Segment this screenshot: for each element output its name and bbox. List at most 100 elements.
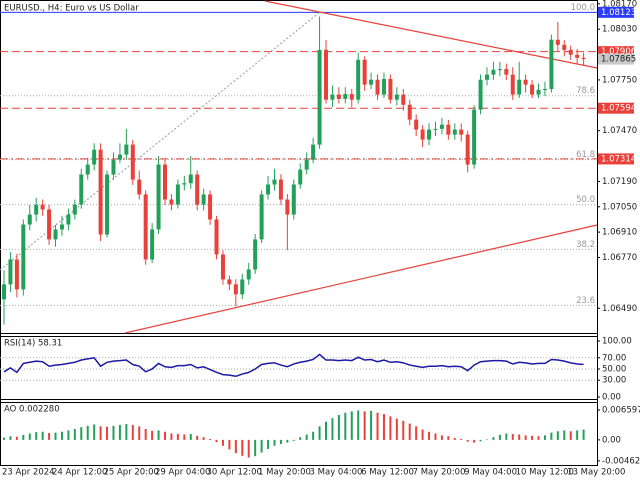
candle-body bbox=[375, 79, 380, 95]
price-label-box bbox=[598, 153, 634, 165]
trend-lines bbox=[0, 0, 598, 334]
ao-bar bbox=[170, 433, 173, 440]
candle-body bbox=[562, 44, 567, 50]
candle-body bbox=[452, 129, 457, 135]
ao-bar bbox=[164, 431, 166, 440]
ao-bar bbox=[325, 421, 327, 440]
candle-body bbox=[336, 94, 341, 99]
candle-body bbox=[111, 159, 116, 175]
ao-bar bbox=[279, 439, 282, 444]
ao-bar bbox=[48, 433, 51, 440]
ao-bar bbox=[80, 427, 83, 440]
y-tick-label: 100.00 bbox=[602, 337, 632, 347]
candle-body bbox=[388, 79, 393, 100]
ao-bar bbox=[22, 434, 25, 440]
candle-body bbox=[381, 79, 386, 95]
y-tick-label: 1.08170 bbox=[602, 0, 637, 9]
ao-bar bbox=[86, 425, 89, 440]
ao-bar bbox=[305, 434, 308, 440]
fibonacci-baseline bbox=[0, 11, 321, 271]
ao-bar bbox=[550, 432, 553, 440]
candle-body bbox=[214, 219, 219, 255]
x-tick-label: 7 May 20:00 bbox=[413, 468, 466, 478]
y-tick-label: 0.00 bbox=[602, 435, 621, 445]
ao-bar bbox=[569, 431, 572, 440]
ao-bar bbox=[15, 436, 18, 440]
candle-body bbox=[47, 209, 52, 240]
ao-bar bbox=[402, 420, 405, 440]
ao-bar bbox=[350, 411, 353, 440]
price-label: 1.08123 bbox=[601, 8, 636, 18]
candle-body bbox=[124, 144, 129, 155]
ao-bar bbox=[576, 430, 579, 440]
candle-body bbox=[497, 69, 502, 71]
candle-body bbox=[362, 59, 367, 85]
candle-body bbox=[555, 39, 560, 45]
candle-body bbox=[491, 69, 496, 75]
candle-body bbox=[517, 79, 522, 95]
candle-body bbox=[27, 214, 32, 225]
y-tick-label: -0.004622 bbox=[602, 456, 640, 466]
candle-body bbox=[201, 194, 206, 205]
ao-bar bbox=[357, 410, 360, 440]
last-price-label: 1.07865 bbox=[601, 55, 636, 65]
candle-body bbox=[330, 94, 335, 100]
ao-bar bbox=[209, 438, 212, 440]
ao-bar bbox=[67, 430, 70, 440]
ao-bar bbox=[370, 410, 373, 440]
ao-bar bbox=[486, 439, 488, 440]
candle-body bbox=[472, 109, 477, 165]
x-tick-label: 23 Apr 2024 bbox=[2, 468, 55, 478]
ao-title: AO 0.002280 bbox=[4, 405, 60, 415]
ao-bar bbox=[60, 431, 63, 440]
ao-bar bbox=[3, 437, 5, 440]
x-tick-label: 29 Apr 04:00 bbox=[155, 468, 210, 478]
ao-bar bbox=[157, 430, 160, 440]
candle-body bbox=[465, 134, 470, 165]
ao-bar bbox=[344, 412, 347, 440]
rsi-title: RSI(14) 58.31 bbox=[4, 339, 62, 349]
ao-bar bbox=[447, 436, 450, 440]
ao-bar bbox=[440, 435, 443, 440]
ao-bar bbox=[382, 414, 385, 440]
ao-bar bbox=[498, 434, 501, 440]
x-tick-label: 25 Apr 20:00 bbox=[103, 468, 158, 478]
candle-body bbox=[272, 179, 277, 185]
candle-body bbox=[92, 149, 97, 165]
ao-bar bbox=[215, 439, 218, 443]
ao-bar bbox=[28, 433, 31, 440]
y-tick-label: 1.07050 bbox=[602, 202, 637, 212]
support-trend-line bbox=[124, 224, 598, 334]
candle-body bbox=[195, 174, 200, 205]
candle-body bbox=[156, 164, 161, 230]
ao-bar bbox=[286, 439, 289, 443]
ao-bar bbox=[267, 439, 270, 449]
ao-bar bbox=[537, 436, 540, 440]
ao-bar bbox=[196, 435, 199, 440]
candle-body bbox=[259, 194, 264, 240]
y-tick-label: 1.06490 bbox=[602, 304, 637, 314]
ao-bar bbox=[312, 431, 315, 440]
ao-bar bbox=[112, 425, 115, 440]
candle-body bbox=[150, 229, 155, 260]
candle-body bbox=[285, 199, 290, 215]
candle-body bbox=[8, 259, 13, 285]
ao-bar bbox=[9, 436, 12, 440]
ao-bar bbox=[151, 430, 154, 440]
candle-body bbox=[478, 79, 483, 110]
x-tick-label: 30 Apr 12:00 bbox=[207, 468, 262, 478]
candle-body bbox=[188, 174, 193, 184]
x-tick-label: 13 May 20:00 bbox=[567, 468, 625, 478]
x-tick-label: 6 May 12:00 bbox=[361, 468, 414, 478]
ao-bar bbox=[292, 439, 295, 441]
fibonacci-label: 23.6 bbox=[576, 296, 595, 306]
price-label-box bbox=[598, 6, 634, 18]
price-label: 1.07314 bbox=[601, 154, 636, 164]
candle-body bbox=[446, 124, 451, 135]
ao-bar bbox=[93, 424, 96, 440]
ao-bar bbox=[389, 416, 392, 440]
candle-body bbox=[439, 124, 444, 129]
candle-body bbox=[278, 179, 283, 200]
ao-bar bbox=[331, 418, 334, 440]
